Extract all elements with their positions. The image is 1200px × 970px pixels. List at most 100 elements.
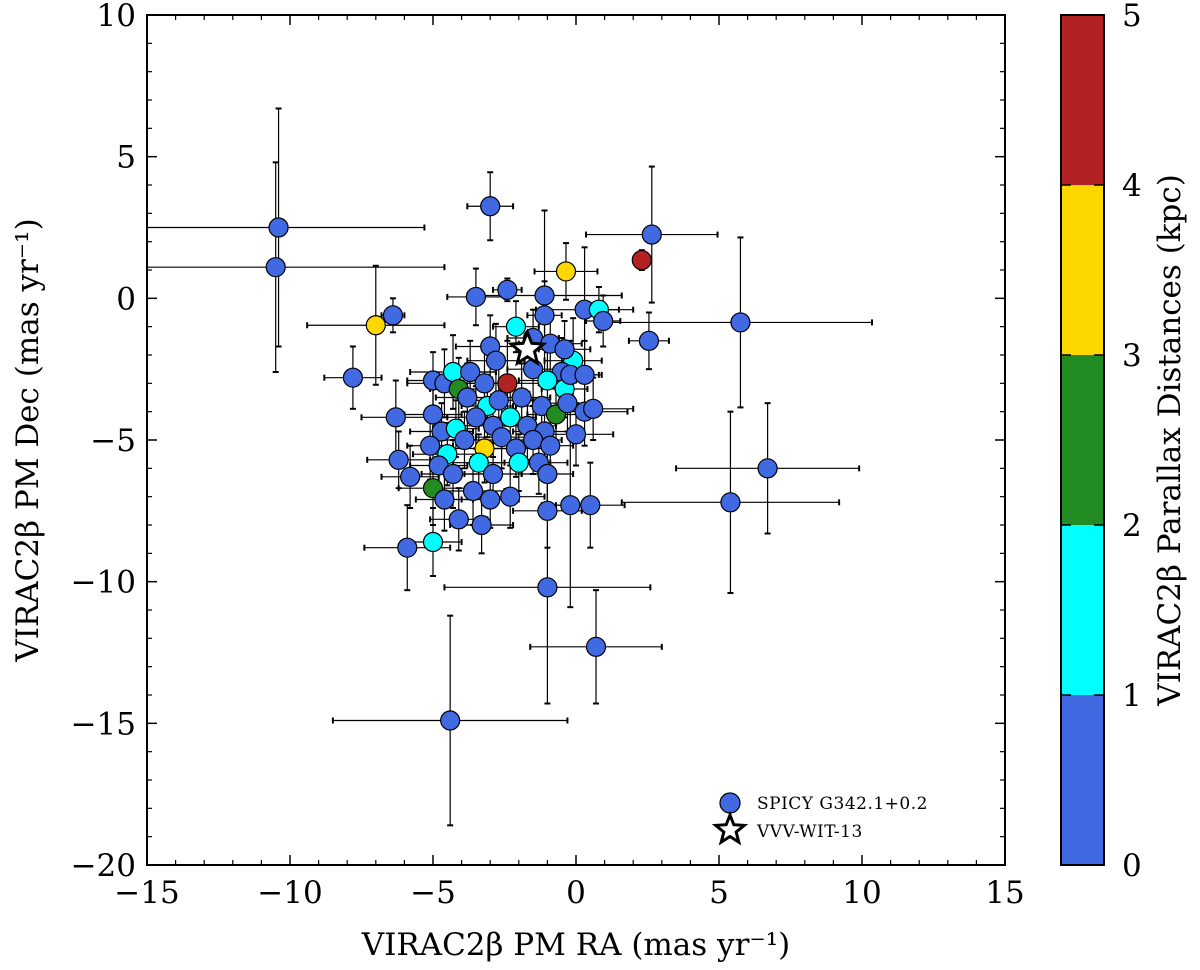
x-tick-label: 5 [709, 875, 729, 911]
data-point [422, 531, 444, 553]
data-point [583, 398, 604, 419]
data-point [462, 480, 484, 502]
colorbar-tick-label: 5 [1122, 0, 1142, 34]
x-axis-label: VIRAC2β PM RA (mas yr⁻¹) [361, 927, 791, 963]
data-point [631, 249, 652, 271]
data-point [385, 407, 406, 428]
data-point [534, 285, 555, 306]
y-tick-label: −15 [71, 706, 136, 742]
data-point [382, 305, 404, 326]
colorbar-tick-label: 0 [1122, 848, 1142, 884]
data-point [454, 429, 475, 451]
data-point [497, 279, 518, 300]
data-point [400, 466, 421, 487]
data-point [497, 373, 518, 394]
data-point [448, 509, 469, 530]
y-tick-label: −20 [71, 848, 136, 884]
legend-label-spicy: SPICY G342.1+0.2 [757, 794, 928, 814]
data-point [485, 350, 507, 371]
y-tick-label: −5 [90, 423, 136, 459]
x-tick-label: 15 [985, 875, 1024, 911]
x-tick-label: −10 [257, 875, 322, 911]
data-point [511, 387, 532, 408]
data-point [460, 361, 481, 383]
data-point [440, 710, 461, 731]
legend-label-star: VVV-WIT-13 [756, 822, 863, 842]
colorbar: 0 1 2 3 4 5 [1061, 0, 1142, 884]
colorbar-tick-label: 2 [1122, 508, 1142, 544]
data-point [457, 387, 478, 408]
data-point [268, 217, 289, 238]
data-point [468, 452, 489, 473]
data-point [522, 429, 544, 451]
data-point [555, 261, 577, 282]
data-point [471, 514, 492, 536]
data-point [638, 330, 660, 351]
data-point [580, 495, 601, 516]
data-point [508, 452, 529, 473]
data-point [720, 492, 741, 513]
colorbar-tick-label: 4 [1122, 168, 1142, 204]
data-point [388, 449, 409, 470]
data-point [641, 224, 662, 245]
data-point [560, 495, 581, 516]
data-point [397, 537, 418, 558]
star-layer [507, 328, 548, 367]
data-point [500, 407, 521, 428]
x-tick-label: 10 [842, 875, 881, 911]
data-point [480, 196, 501, 217]
data-point [434, 489, 455, 510]
data-point [565, 424, 587, 445]
data-point [537, 577, 558, 598]
legend: SPICY G342.1+0.2 VVV-WIT-13 [711, 792, 928, 846]
data-point [537, 370, 558, 391]
data-point [534, 305, 555, 326]
data-point [442, 463, 464, 485]
x-tick-label: −5 [410, 875, 456, 911]
data-point [500, 486, 521, 507]
data-point [730, 312, 751, 333]
legend-marker-spicy [719, 792, 741, 814]
data-point [422, 404, 444, 425]
y-tick-label: 10 [97, 0, 136, 34]
data-point [574, 364, 595, 385]
colorbar-label: VIRAC2β Parallax Distances (kpc) [1152, 174, 1188, 707]
data-point [505, 316, 527, 337]
data-point [465, 286, 486, 308]
data-point [491, 427, 512, 448]
x-tick-label: 0 [566, 875, 586, 911]
y-tick-label: −10 [71, 565, 136, 601]
data-point [482, 463, 504, 485]
legend-marker-star [711, 810, 749, 846]
data-point [420, 435, 441, 456]
y-axis-label: VIRAC2β PM Dec (mas yr⁻¹) [10, 218, 46, 662]
x-tick-label: −15 [114, 875, 179, 911]
data-point [540, 435, 561, 456]
colorbar-frame [1060, 14, 1105, 866]
colorbar-segment [1061, 525, 1104, 695]
data-point [365, 315, 386, 336]
data-point [480, 489, 501, 510]
colorbar-segment [1061, 695, 1104, 865]
data-point [488, 390, 509, 411]
y-tick-label: 5 [116, 140, 136, 176]
colorbar-tick-label: 3 [1122, 338, 1142, 374]
data-point [585, 636, 607, 657]
colorbar-segment [1061, 15, 1104, 185]
colorbar-segment [1061, 355, 1104, 525]
data-point [342, 367, 364, 388]
x-ticks: −15 −10 −5 0 5 10 15 [114, 15, 1025, 911]
data-point [465, 407, 486, 428]
y-tick-label: 0 [116, 281, 136, 317]
data-point [265, 257, 286, 278]
data-point [474, 373, 495, 394]
data-point [557, 393, 578, 414]
data-point [537, 500, 558, 521]
data-point [593, 310, 614, 332]
colorbar-tick-label: 1 [1122, 678, 1142, 714]
vvv-wit-13-star [507, 328, 548, 367]
data-point [554, 339, 575, 360]
data-point [757, 458, 778, 479]
points-layer [265, 196, 778, 731]
